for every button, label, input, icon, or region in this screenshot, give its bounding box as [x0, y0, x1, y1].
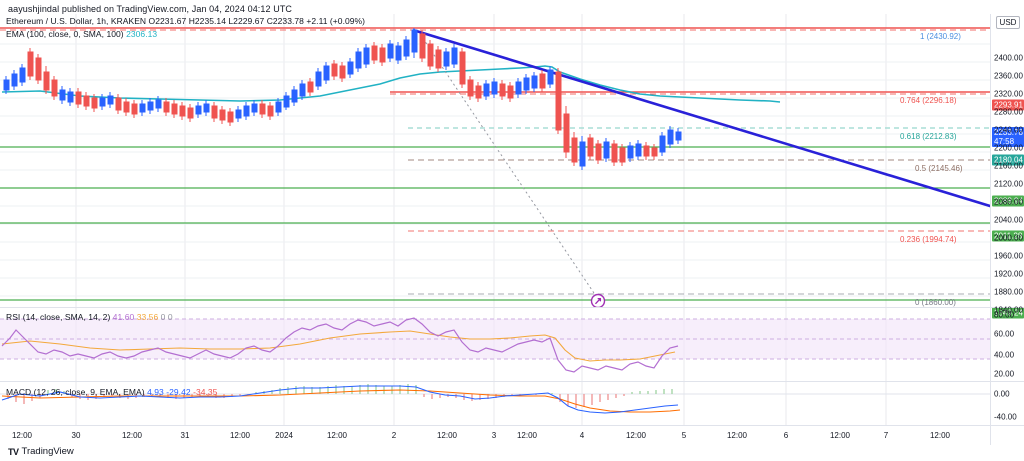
price-legend: Ethereum / U.S. Dollar, 1h, KRAKEN O2231…: [6, 16, 365, 26]
legend-close: C2233.78: [266, 16, 304, 26]
time-axis-tick-8: 12:00: [436, 431, 458, 440]
time-axis-tick-11: 4: [579, 431, 585, 440]
price-tag-5[interactable]: 1849.24: [992, 307, 1024, 319]
fib-label-0618: 0.618 (2212.83): [900, 132, 957, 141]
price-tag-value: 2011.28: [994, 231, 1023, 241]
rsi-chart-svg: [0, 308, 990, 381]
rsi-legend-value: 41.60: [112, 312, 135, 322]
descending-trendline: [412, 28, 990, 208]
price-tag-4[interactable]: 2011.28: [992, 230, 1024, 242]
price-axis[interactable]: USD 2293.91 2233.78 47:58 2180.04 2088.94 201…: [990, 14, 1024, 425]
time-axis[interactable]: 12:00 30 12:00 31 12:00 2024 12:00 2 12:00 3 12:00…: [0, 425, 990, 445]
axis-divider-rsi: [990, 307, 1024, 308]
time-axis-tick-7: 2: [391, 431, 397, 440]
candlestick-series: [3, 28, 682, 170]
time-axis-tick-4: 12:00: [229, 431, 251, 440]
price-chart-pane[interactable]: 1 (2430.92) 0.764 (2296.18) 0.618 (2212.…: [0, 14, 990, 307]
price-tag-1[interactable]: 2233.78 47:58: [992, 127, 1024, 147]
rsi-line: [1, 317, 679, 373]
fib-label-05: 0.5 (2145.46): [915, 164, 963, 173]
arrow-marker-icon: [590, 293, 606, 307]
legend-low: L2229.67: [228, 16, 265, 26]
time-axis-tick-17: 7: [883, 431, 889, 440]
breakdown-projection-line: [419, 33, 601, 303]
time-axis-tick-6: 12:00: [326, 431, 348, 440]
time-axis-tick-0: 12:00: [11, 431, 33, 440]
price-tag-value: 2180.04: [994, 155, 1023, 165]
legend-open: O2231.67: [148, 16, 187, 26]
ema-legend-name: EMA (100, close, 0, SMA, 100): [6, 29, 124, 39]
rsi-legend-name: RSI (14, close, SMA, 14, 2): [6, 312, 111, 322]
time-axis-tick-14: 12:00: [726, 431, 748, 440]
macd-legend-macd: -29.42: [166, 387, 191, 397]
currency-badge[interactable]: USD: [996, 16, 1020, 29]
rsi-legend: RSI (14, close, SMA, 14, 2) 41.60 33.56 …: [6, 312, 173, 322]
fib-label-1: 1 (2430.92): [920, 32, 961, 41]
time-axis-tick-15: 6: [783, 431, 789, 440]
price-tag-value: 2233.78: [994, 128, 1023, 137]
time-axis-tick-3: 31: [180, 431, 190, 440]
time-axis-tick-10: 12:00: [516, 431, 538, 440]
time-axis-tick-5: 2024: [275, 431, 293, 440]
price-tag-2[interactable]: 2180.04: [992, 154, 1024, 166]
rsi-ma-line: [1, 330, 676, 362]
fib-label-0764: 0.764 (2296.18): [900, 96, 957, 105]
tradingview-mark-icon: TV: [8, 446, 19, 457]
macd-legend-name: MACD (12, 26, close, 9, EMA, EMA): [6, 387, 145, 397]
ema-legend-value: 2306.13: [126, 29, 158, 39]
tradingview-wordmark: TradingView: [21, 446, 74, 457]
attribution-text: aayushjindal published on TradingView.co…: [8, 4, 293, 14]
fib-level-lines: [0, 27, 990, 295]
price-tag-value: 2088.94: [994, 196, 1023, 206]
macd-pane-divider: [0, 381, 990, 382]
time-axis-tick-16: 12:00: [829, 431, 851, 440]
price-tag-value: 1849.24: [994, 308, 1023, 318]
time-axis-tick-13: 5: [681, 431, 687, 440]
rsi-legend-extra1: 0: [160, 312, 166, 322]
time-axis-tick-9: 3: [491, 431, 497, 440]
fib-label-0: 0 (1860.00): [915, 298, 956, 307]
support-lines: [0, 146, 990, 301]
tradingview-logo: TV TradingView: [8, 446, 74, 457]
legend-symbol: Ethereum / U.S. Dollar, 1h, KRAKEN: [6, 16, 147, 26]
price-tag-value: 2293.91: [994, 100, 1023, 110]
macd-legend-signal: -34.35: [193, 387, 218, 397]
fib-label-0236: 0.236 (1994.74): [900, 235, 957, 244]
axis-divider-macd: [990, 381, 1024, 382]
macd-pane[interactable]: [0, 382, 990, 425]
price-tag-countdown: 47:58: [994, 137, 1015, 146]
macd-legend-hist: 4.93: [147, 387, 164, 397]
rsi-legend-value2: 33.56: [136, 312, 159, 322]
time-axis-tick-12: 12:00: [625, 431, 647, 440]
price-chart-svg: [0, 14, 990, 307]
rsi-pane-divider: [0, 307, 990, 308]
macd-line: [1, 385, 679, 414]
axis-corner: [990, 425, 1024, 445]
ema-line: [1, 65, 781, 103]
macd-chart-svg: [0, 382, 990, 425]
time-axis-tick-18: 12:00: [929, 431, 951, 440]
rsi-legend-extra2: 0: [167, 312, 173, 322]
legend-change: +2.11 (+0.09%): [306, 16, 366, 26]
price-tag-3[interactable]: 2088.94: [992, 195, 1024, 207]
legend-high: H2235.14: [188, 16, 226, 26]
time-axis-tick-1: 30: [71, 431, 81, 440]
macd-legend: MACD (12, 26, close, 9, EMA, EMA) 4.93 -…: [6, 387, 217, 397]
rsi-pane[interactable]: [0, 308, 990, 381]
macd-signal-line: [1, 389, 681, 413]
price-tag-0[interactable]: 2293.91: [992, 99, 1024, 111]
time-axis-tick-2: 12:00: [121, 431, 143, 440]
ema-legend: EMA (100, close, 0, SMA, 100) 2306.13: [6, 29, 157, 39]
